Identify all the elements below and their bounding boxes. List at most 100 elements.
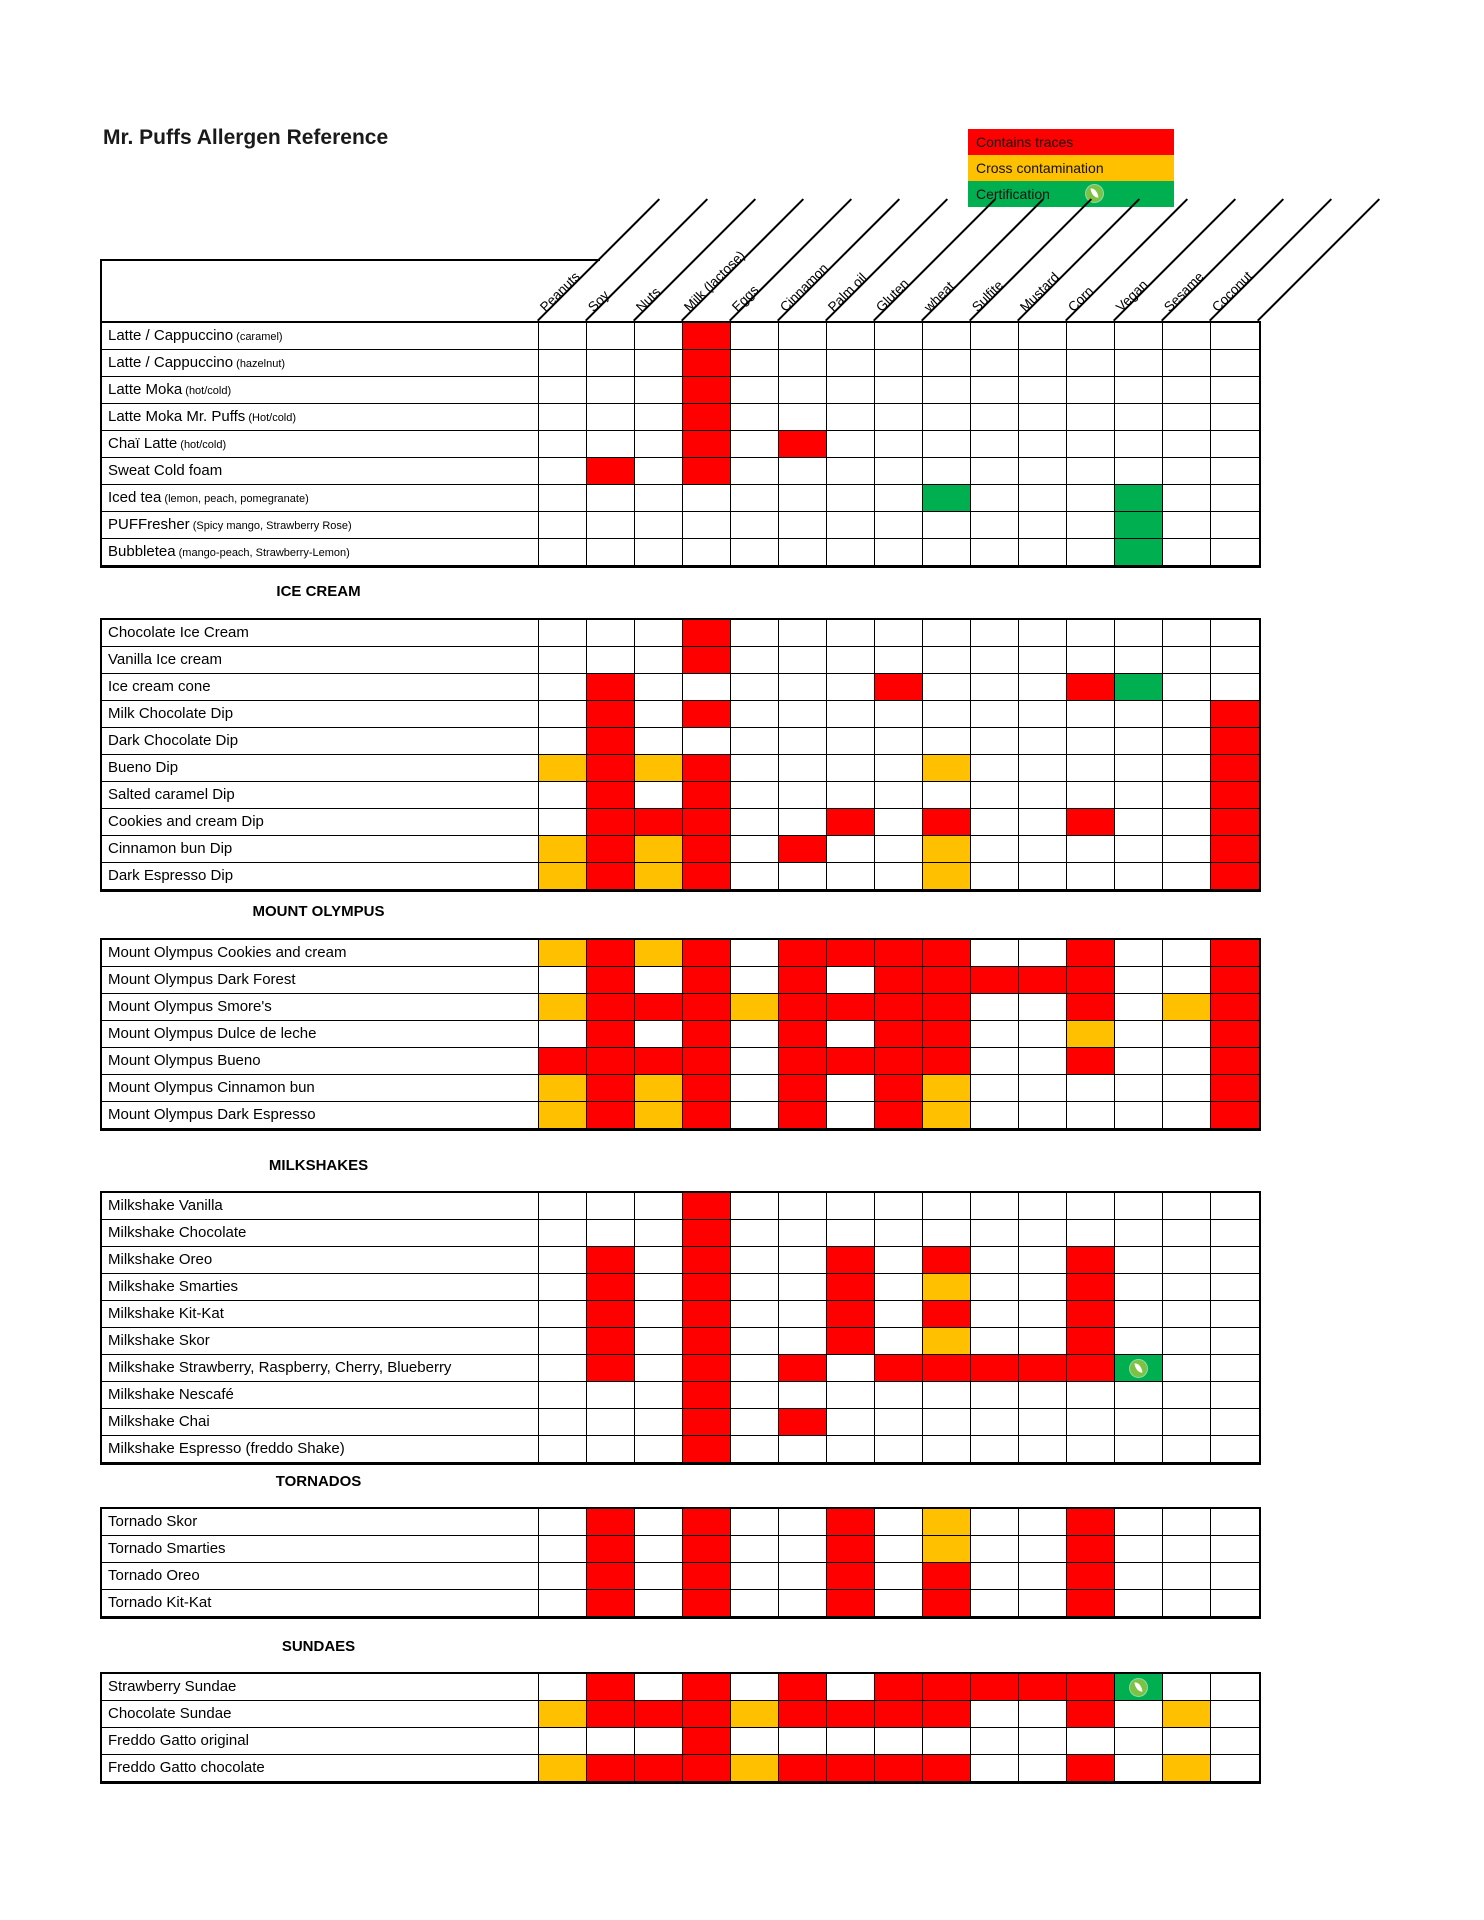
allergen-cell <box>587 1509 635 1536</box>
row-label: Milkshake Vanilla <box>102 1193 539 1220</box>
allergen-cell <box>971 1328 1019 1355</box>
allergen-cell <box>827 323 875 350</box>
allergen-cell <box>539 1728 587 1755</box>
allergen-cell <box>875 350 923 377</box>
allergen-cell <box>635 512 683 539</box>
header-left-border <box>100 259 102 321</box>
row-label: Milkshake Kit-Kat <box>102 1301 539 1328</box>
allergen-cell <box>539 1536 587 1563</box>
allergen-cell <box>1163 350 1211 377</box>
allergen-cell <box>779 539 827 566</box>
row-label-text: Cinnamon bun Dip <box>108 840 233 857</box>
allergen-cell <box>683 1193 731 1220</box>
vegan-certification-icon <box>1086 185 1103 202</box>
allergen-cell <box>1163 674 1211 701</box>
allergen-cell <box>1163 458 1211 485</box>
allergen-cell <box>827 512 875 539</box>
row-label: Strawberry Sundae <box>102 1674 539 1701</box>
allergen-cell <box>539 1021 587 1048</box>
row-label: Milkshake Strawberry, Raspberry, Cherry,… <box>102 1355 539 1382</box>
allergen-cell <box>1211 620 1259 647</box>
allergen-cell <box>683 1728 731 1755</box>
row-label: Freddo Gatto original <box>102 1728 539 1755</box>
allergen-cell <box>779 967 827 994</box>
allergen-cell <box>971 431 1019 458</box>
allergen-cell <box>731 994 779 1021</box>
allergen-cell <box>539 1193 587 1220</box>
vegan-certification-icon <box>1130 1678 1147 1696</box>
allergen-cell <box>1211 1409 1259 1436</box>
allergen-cell <box>923 512 971 539</box>
row-label: Ice cream cone <box>102 674 539 701</box>
allergen-cell <box>1163 323 1211 350</box>
allergen-cell <box>539 1274 587 1301</box>
allergen-cell <box>1115 940 1163 967</box>
row-label: Latte / Cappuccino (caramel) <box>102 323 539 350</box>
row-label-text: Chocolate Sundae <box>108 1705 232 1722</box>
allergen-cell <box>1163 1193 1211 1220</box>
allergen-cell <box>539 1075 587 1102</box>
allergen-cell <box>827 728 875 755</box>
allergen-cell <box>635 431 683 458</box>
allergen-cell <box>923 323 971 350</box>
allergen-cell <box>587 1355 635 1382</box>
allergen-cell <box>875 323 923 350</box>
allergen-cell <box>923 1075 971 1102</box>
row-label: Dark Chocolate Dip <box>102 728 539 755</box>
allergen-cell <box>1163 1021 1211 1048</box>
allergen-cell <box>1067 1021 1115 1048</box>
allergen-cell <box>683 701 731 728</box>
allergen-cell <box>971 994 1019 1021</box>
allergen-cell <box>587 485 635 512</box>
allergen-cell <box>923 809 971 836</box>
allergen-cell <box>923 1021 971 1048</box>
allergen-cell <box>587 701 635 728</box>
section-title: MOUNT OLYMPUS <box>252 903 385 920</box>
allergen-cell <box>875 940 923 967</box>
allergen-cell <box>635 1382 683 1409</box>
row-label: Cinnamon bun Dip <box>102 836 539 863</box>
allergen-cell <box>971 404 1019 431</box>
allergen-cell <box>1211 863 1259 890</box>
row-label: Milkshake Espresso (freddo Shake) <box>102 1436 539 1463</box>
row-label-text: Tornado Skor <box>108 1513 198 1530</box>
allergen-cell <box>779 323 827 350</box>
allergen-cell <box>731 1247 779 1274</box>
allergen-cell <box>635 647 683 674</box>
allergen-cell <box>779 1301 827 1328</box>
allergen-cell <box>539 1409 587 1436</box>
allergen-cell <box>587 1536 635 1563</box>
allergen-cell <box>1019 1193 1067 1220</box>
row-label: Milkshake Oreo <box>102 1247 539 1274</box>
allergen-cell <box>1115 1301 1163 1328</box>
allergen-cell <box>1019 1274 1067 1301</box>
allergen-cell <box>587 1048 635 1075</box>
allergen-cell <box>971 1021 1019 1048</box>
allergen-cell <box>827 1436 875 1463</box>
column-header: Gluten <box>872 275 912 315</box>
allergen-cell <box>971 458 1019 485</box>
allergen-cell <box>1115 1701 1163 1728</box>
allergen-cell <box>587 1590 635 1617</box>
allergen-cell <box>683 1409 731 1436</box>
allergen-cell <box>779 458 827 485</box>
allergen-cell <box>1163 755 1211 782</box>
row-label-text: Bubbletea <box>108 543 176 560</box>
allergen-cell <box>1067 755 1115 782</box>
row-label-note: (hot/cold) <box>177 439 227 451</box>
allergen-cell <box>587 377 635 404</box>
allergen-cell <box>539 647 587 674</box>
allergen-cell <box>827 647 875 674</box>
allergen-cell <box>1067 1075 1115 1102</box>
row-label: Cookies and cream Dip <box>102 809 539 836</box>
allergen-cell <box>827 1301 875 1328</box>
allergen-cell <box>683 755 731 782</box>
allergen-cell <box>587 1247 635 1274</box>
allergen-cell <box>779 1193 827 1220</box>
allergen-cell <box>683 323 731 350</box>
allergen-cell <box>1211 1328 1259 1355</box>
allergen-cell <box>1067 1674 1115 1701</box>
allergen-cell <box>1211 1382 1259 1409</box>
allergen-cell <box>1163 647 1211 674</box>
